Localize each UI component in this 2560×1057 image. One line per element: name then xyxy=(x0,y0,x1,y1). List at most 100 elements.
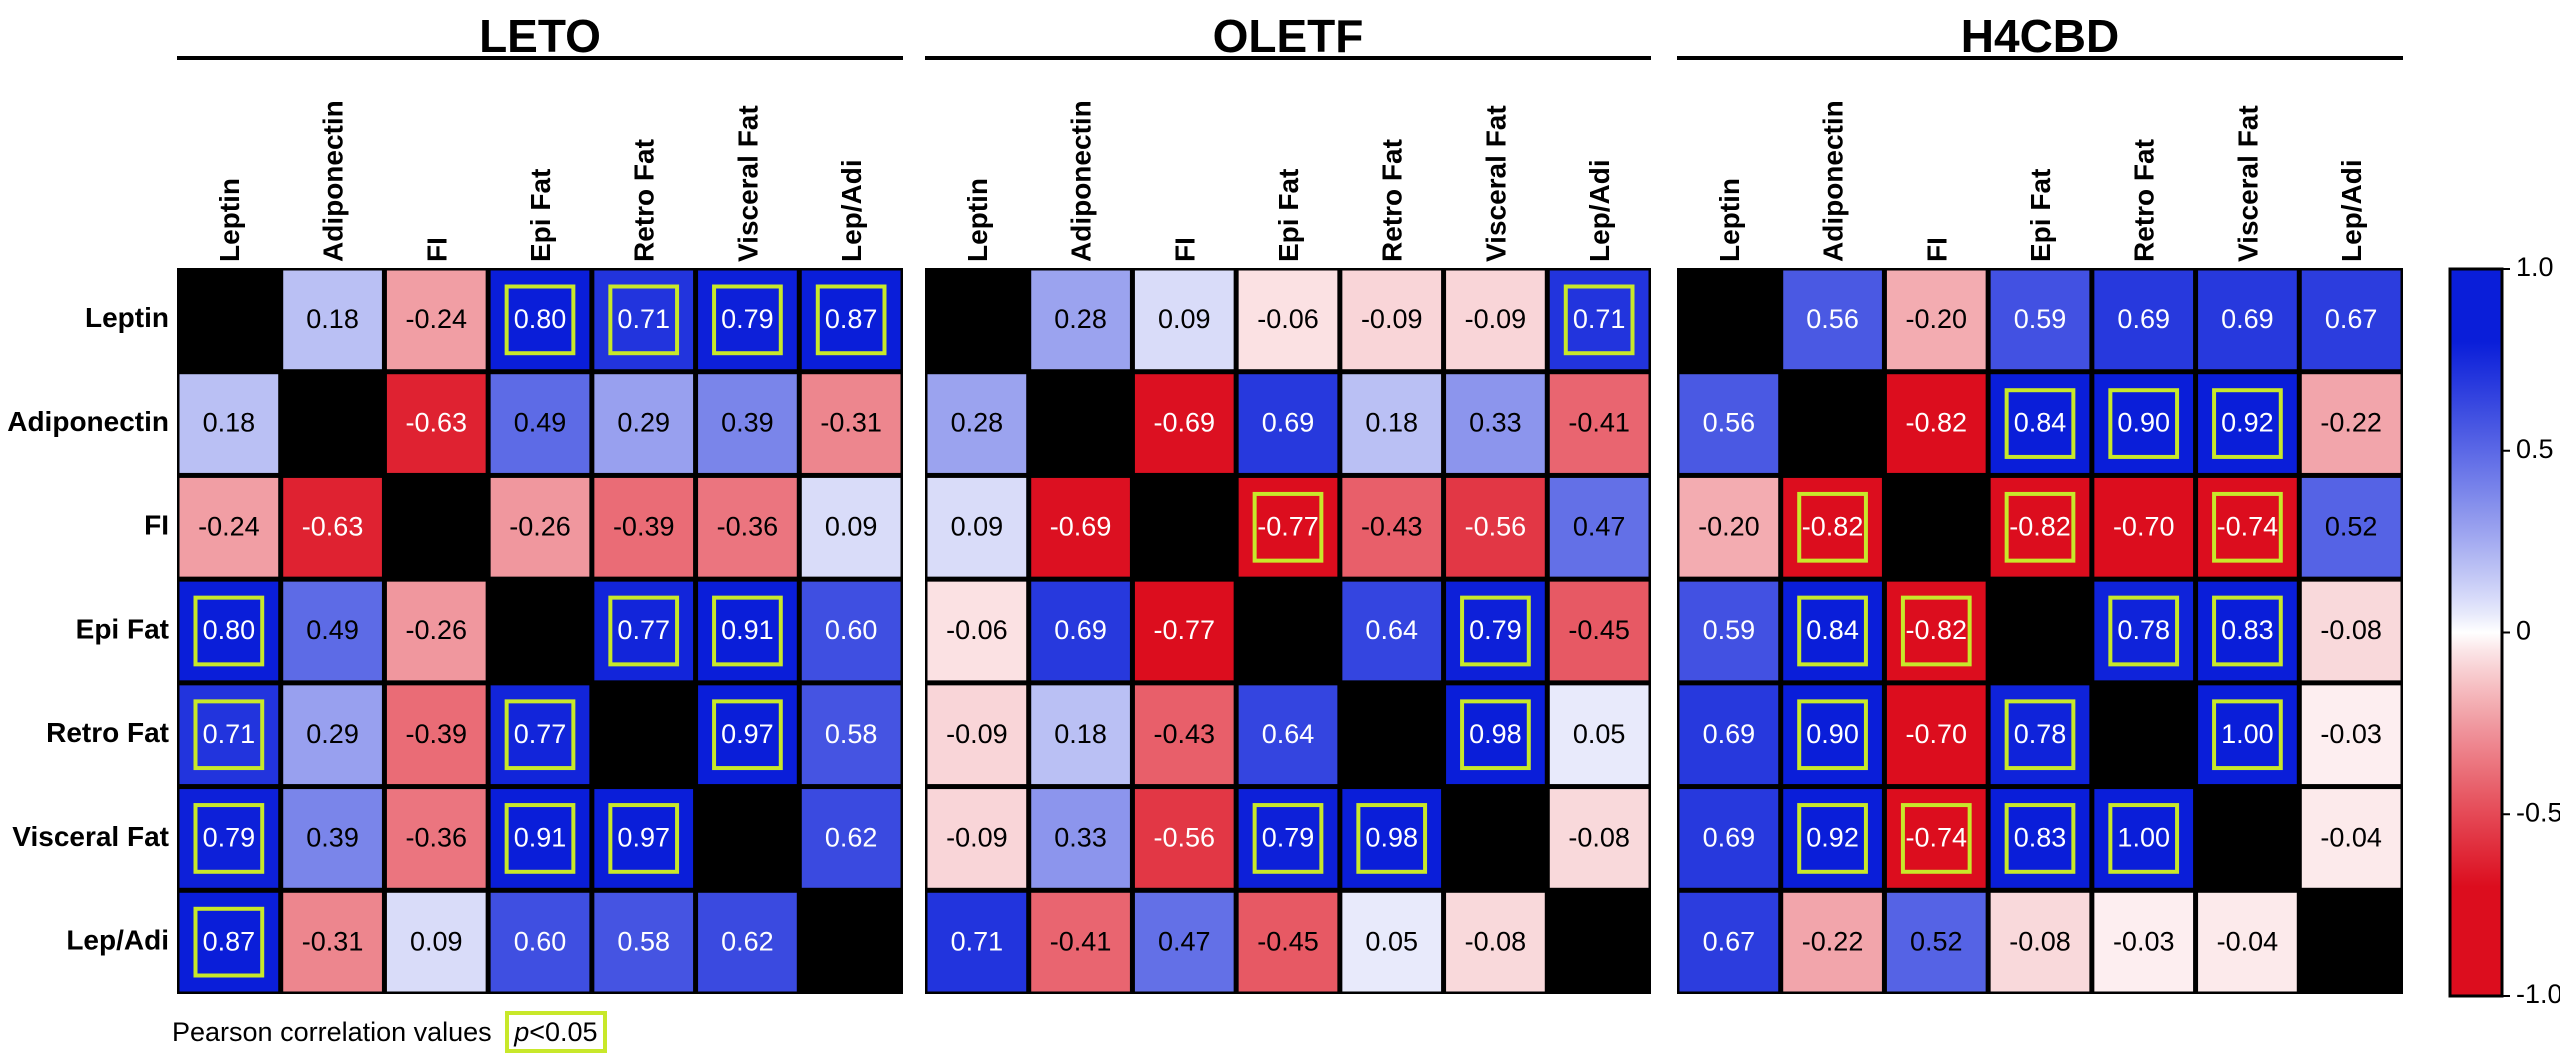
column-label-fi: FI xyxy=(421,237,452,262)
significance-box xyxy=(1356,803,1428,874)
cell-value-label: 0.84 xyxy=(1806,615,1859,645)
heatmap-cell xyxy=(386,270,486,370)
column-label-leptin: Leptin xyxy=(1714,178,1745,262)
significance-box xyxy=(2108,803,2180,874)
heatmap-cell xyxy=(1238,374,1338,473)
diagonal-cell xyxy=(179,270,279,370)
heatmap-cell xyxy=(179,374,279,473)
colorbar: 1.0 0.5 0 -0.5 -1.0 xyxy=(2448,252,2560,1009)
legend-title: Pearson correlation values xyxy=(172,1017,492,1047)
colorbar-tick-label: 0 xyxy=(2516,616,2531,646)
significance-box xyxy=(504,803,576,874)
heatmap-cell xyxy=(1342,270,1442,370)
cell-value-label: -0.74 xyxy=(1906,823,1968,853)
row-label-leptin: Leptin xyxy=(85,302,169,333)
heatmap-cell xyxy=(2198,892,2297,992)
diagonal-cell xyxy=(1990,581,2090,681)
cell-value-label: 0.92 xyxy=(2221,408,2274,438)
cell-value-label: -0.09 xyxy=(946,823,1008,853)
heatmap-cell xyxy=(801,685,901,785)
cell-value-label: 0.33 xyxy=(1469,408,1522,438)
column-label-epi-fat: Epi Fat xyxy=(1273,169,1304,262)
column-label-fi: FI xyxy=(1921,237,1952,262)
heatmap-cell xyxy=(1134,374,1234,473)
heatmap-cell xyxy=(1886,892,1986,992)
heatmap-cell xyxy=(1783,892,1882,992)
heatmap-cell xyxy=(1549,581,1649,681)
significance-box xyxy=(1563,284,1635,356)
cell-value-label: 0.47 xyxy=(1573,511,1626,541)
cell-value-label: -0.82 xyxy=(1906,408,1968,438)
cell-value-label: 0.58 xyxy=(617,926,670,956)
panel-title: H4CBD xyxy=(1961,10,2119,62)
significance-label-p: p xyxy=(514,1017,530,1047)
cell-value-label: 0.71 xyxy=(1573,304,1626,334)
cell-value-label: 0.71 xyxy=(203,719,256,749)
significance-box xyxy=(193,803,265,874)
significance-box xyxy=(1797,803,1868,874)
colorbar-gradient xyxy=(2448,267,2504,998)
column-label-retro-fat: Retro Fat xyxy=(1377,139,1408,262)
cell-value-label: -0.74 xyxy=(2217,511,2279,541)
column-label-visceral-fat: Visceral Fat xyxy=(732,105,763,262)
significance-box xyxy=(504,699,576,771)
heatmap-cell xyxy=(1446,374,1545,473)
cell-value-label: -0.82 xyxy=(1906,615,1968,645)
heatmap-cell xyxy=(283,892,382,992)
heatmap-cell xyxy=(1031,581,1130,681)
heatmap-cell xyxy=(1446,270,1545,370)
column-label-leptin: Leptin xyxy=(962,178,993,262)
diagonal-cell xyxy=(1238,581,1338,681)
heatmap-cell xyxy=(2301,789,2401,888)
heatmap-cell xyxy=(1031,477,1130,577)
cell-value-label: -0.04 xyxy=(2320,823,2382,853)
heatmap-cell xyxy=(1238,270,1338,370)
panel-oletf: OLETF Leptin Adiponectin FI Epi Fat Retro Fat… xyxy=(925,10,1651,994)
heatmap-cell xyxy=(179,477,279,577)
cell-value-label: 0.77 xyxy=(514,719,567,749)
cell-value-label: 0.79 xyxy=(721,304,774,334)
colorbar-tick-label: 1.0 xyxy=(2516,252,2554,282)
heatmap-cell xyxy=(2094,477,2194,577)
cell-value-label: 0.78 xyxy=(2014,719,2067,749)
cell-value-label: -0.39 xyxy=(406,719,468,749)
cell-value-label: -0.26 xyxy=(406,615,468,645)
cell-value-label: 0.67 xyxy=(2325,304,2378,334)
column-label-fi: FI xyxy=(1169,237,1200,262)
cell-value-label: 0.58 xyxy=(825,719,878,749)
cell-value-label: 0.69 xyxy=(1703,719,1756,749)
heatmap-cell xyxy=(490,477,590,577)
cell-value-label: 0.18 xyxy=(203,408,256,438)
significance-box xyxy=(2108,388,2180,459)
heatmap-cell xyxy=(1031,685,1130,785)
significance-box xyxy=(1900,595,1972,667)
column-label-visceral-fat: Visceral Fat xyxy=(2232,105,2263,262)
significance-key: p<0.05 xyxy=(505,1011,607,1053)
cell-value-label: 0.80 xyxy=(514,304,567,334)
cell-value-label: -0.69 xyxy=(1050,511,1112,541)
cell-value-label: 0.09 xyxy=(410,926,463,956)
cell-value-label: 1.00 xyxy=(2117,823,2170,853)
column-label-retro-fat: Retro Fat xyxy=(629,139,660,262)
cell-value-label: -0.45 xyxy=(1257,926,1319,956)
significance-box xyxy=(1460,595,1531,667)
significance-box xyxy=(193,595,265,667)
cell-value-label: -0.08 xyxy=(2009,926,2071,956)
heatmap-cell xyxy=(386,685,486,785)
cell-value-label: 0.39 xyxy=(306,823,359,853)
heatmap-cell xyxy=(1134,685,1234,785)
heatmap-cell xyxy=(801,581,901,681)
heatmap-cell xyxy=(594,374,694,473)
diagonal-cell xyxy=(1031,374,1130,473)
significance-box xyxy=(2212,491,2283,563)
cell-value-label: 0.60 xyxy=(825,615,878,645)
cell-value-label: 0.29 xyxy=(617,408,670,438)
cell-value-label: -0.70 xyxy=(2113,511,2175,541)
cell-value-label: 0.18 xyxy=(1365,408,1418,438)
heatmap-cell xyxy=(1679,892,1779,992)
column-label-visceral-fat: Visceral Fat xyxy=(1480,105,1511,262)
cell-value-label: 0.97 xyxy=(617,823,670,853)
heatmap-cell xyxy=(1031,789,1130,888)
significance-box xyxy=(712,595,783,667)
heatmap-cell xyxy=(698,892,797,992)
